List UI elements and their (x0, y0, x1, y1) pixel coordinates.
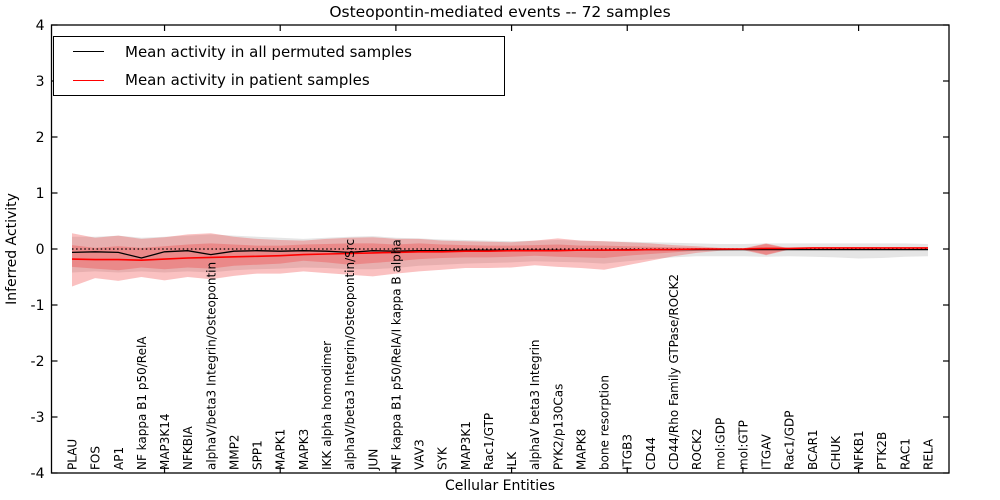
patient-line-swatch-icon (73, 79, 104, 81)
x-category-label: MAPK1 (274, 429, 288, 470)
x-category-label: IKK alpha homodimer (320, 341, 334, 470)
x-category-label: MAP3K14 (158, 413, 172, 470)
legend-item-patient: Mean activity in patient samples (54, 66, 504, 94)
x-axis-label: Cellular Entities (444, 478, 556, 494)
x-category-label: NFKB1 (852, 430, 866, 470)
y-tick-label: 4 (36, 18, 45, 34)
y-tick-label: -2 (31, 354, 45, 370)
x-category-label: MMP2 (227, 434, 241, 470)
x-category-label: BCAR1 (806, 429, 820, 470)
x-category-label: ITGB3 (621, 434, 635, 470)
x-category-label: NF kappa B1 p50/RelA/I kappa B alpha (389, 239, 403, 470)
permuted-samples-spread-band (72, 234, 928, 273)
patient-samples-inner-spread-band (72, 243, 928, 271)
x-category-label: CD44/Rho Family GTPase/ROCK2 (667, 274, 681, 470)
confidence-bands (72, 233, 928, 287)
x-category-label: Rac1/GDP (783, 411, 797, 470)
x-category-labels: PLAU FOS AP1 NF kappa B1 p50/RelA MAP3K14 NFK… (66, 239, 936, 471)
chart-title: Osteopontin-mediated events -- 72 sample… (329, 3, 671, 21)
x-category-label: CD44 (644, 437, 658, 470)
x-category-label: PTK2B (875, 432, 889, 470)
y-tick-label: 3 (36, 74, 45, 90)
x-category-label: MAPK8 (574, 429, 588, 470)
y-axis-label: Inferred Activity (4, 193, 20, 305)
x-category-label: RAC1 (898, 438, 912, 470)
x-category-label: SPP1 (251, 440, 265, 470)
legend-label-permuted: Mean activity in all permuted samples (125, 42, 412, 61)
y-axis-ticks: 4 3 2 1 0 -1 -2 -3 -4 (31, 18, 949, 482)
x-category-label: bone resorption (598, 375, 612, 470)
x-category-label: mol:GTP (736, 420, 750, 470)
patient-samples-outer-spread-band (72, 233, 928, 287)
legend-label-patient: Mean activity in patient samples (125, 71, 370, 90)
x-category-label: RELA (922, 438, 936, 470)
y-tick-label: -3 (31, 410, 45, 426)
y-tick-label: 0 (36, 242, 45, 258)
x-category-label: PLAU (66, 439, 80, 470)
legend: Mean activity in all permuted samples Me… (53, 36, 505, 96)
y-tick-label: 2 (36, 130, 45, 146)
x-category-label: NFKBIA (181, 425, 195, 470)
x-category-label: alphaV/beta3 Integrin/Osteopontin/Src (343, 239, 357, 470)
x-category-label: AP1 (112, 447, 126, 470)
x-category-label: MAP3K1 (459, 421, 473, 470)
y-tick-label: -4 (31, 466, 45, 482)
x-category-label: ITGAV (760, 433, 774, 470)
x-category-label: alphaV/beta3 Integrin/Osteopontin (204, 262, 218, 470)
x-category-label: NF kappa B1 p50/RelA (135, 336, 149, 470)
x-category-label: FOS (89, 446, 103, 470)
y-tick-label: -1 (31, 298, 45, 314)
x-category-label: mol:GDP (713, 418, 727, 470)
x-axis-ticks (163, 25, 860, 473)
x-category-label: ILK (505, 451, 519, 470)
x-category-label: MAPK3 (297, 429, 311, 470)
x-category-label: PYK2/p130Cas (551, 384, 565, 470)
permuted-line-swatch-icon (73, 51, 104, 53)
x-category-label: Rac1/GTP (482, 413, 496, 470)
series-patient-mean-line (71, 247, 928, 262)
legend-item-permuted: Mean activity in all permuted samples (54, 38, 504, 66)
x-category-label: ROCK2 (690, 428, 704, 470)
y-tick-label: 1 (36, 186, 45, 202)
x-category-label: JUN (366, 449, 380, 471)
x-category-label: CHUK (829, 435, 843, 470)
series-permuted-mean-line (71, 248, 928, 259)
x-category-label: alphaV beta3 Integrin (528, 339, 542, 470)
x-category-label: SYK (436, 446, 450, 470)
x-category-label: VAV3 (413, 439, 427, 470)
